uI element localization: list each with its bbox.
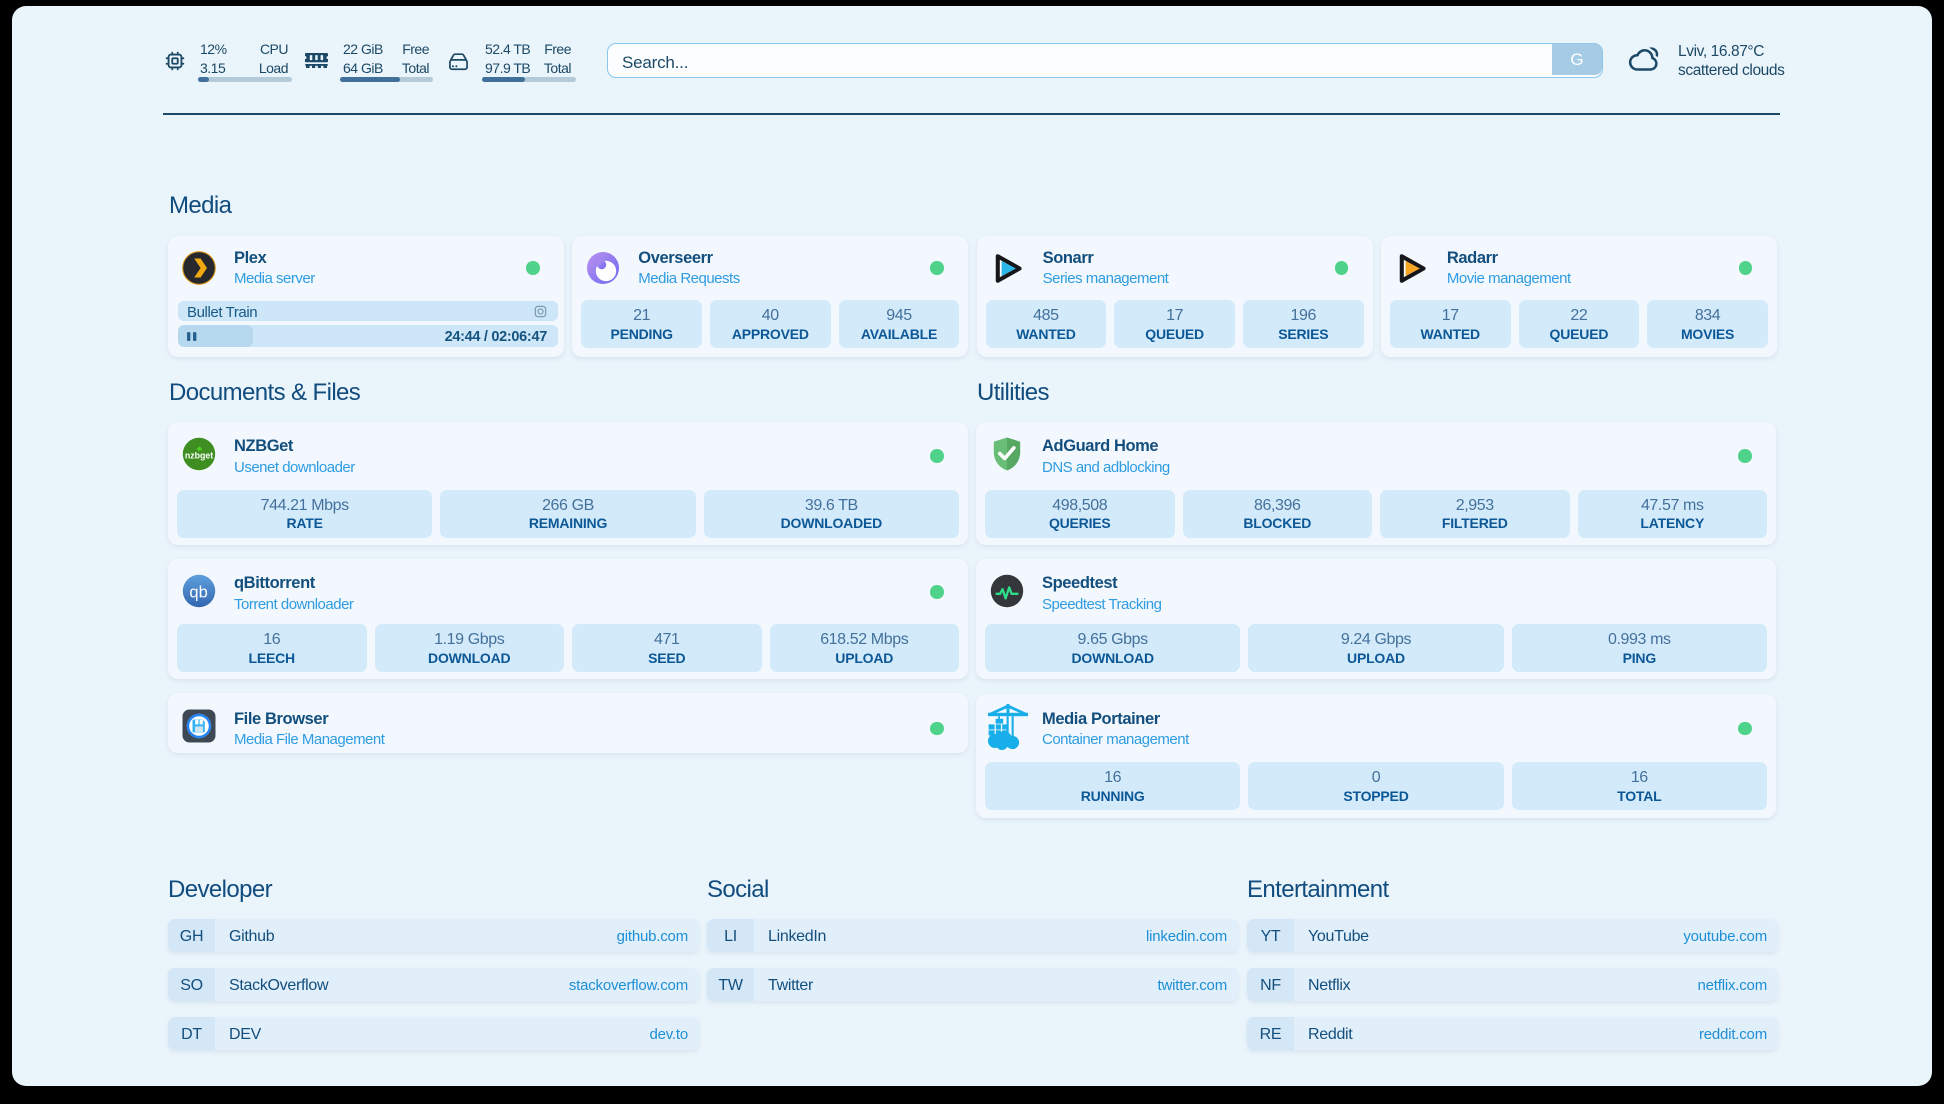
svg-text:qb: qb	[189, 584, 207, 602]
svg-text:nzbget: nzbget	[185, 451, 213, 461]
